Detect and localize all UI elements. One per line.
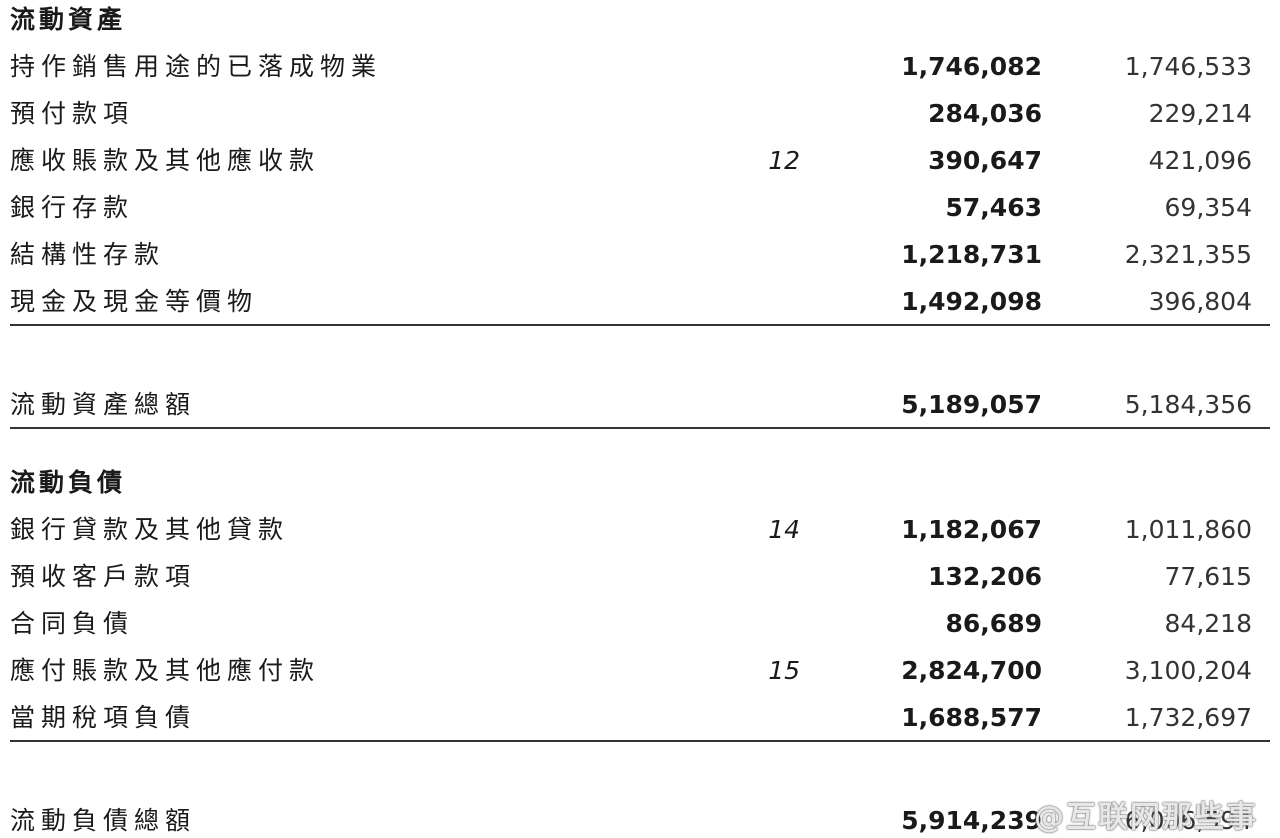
current-value: 5,914,239 — [901, 806, 1042, 835]
section-title: 流動資產 — [10, 5, 127, 34]
current-value: 1,182,067 — [901, 515, 1042, 544]
current-value: 86,689 — [945, 609, 1042, 638]
item-label: 持作銷售用途的已落成物業 — [10, 52, 383, 81]
prior-value: 69,354 — [1164, 193, 1252, 222]
item-label: 應付賬款及其他應付款 — [10, 656, 321, 685]
prior-value: 1,011,860 — [1124, 515, 1252, 544]
rule-line — [10, 740, 1270, 742]
item-label: 合同負債 — [10, 609, 135, 638]
rule-line — [10, 324, 1270, 326]
prior-value: 84,218 — [1164, 609, 1252, 638]
current-value: 1,218,731 — [901, 240, 1042, 269]
item-label: 銀行存款 — [10, 193, 135, 222]
section-title: 流動負債 — [10, 468, 127, 497]
current-value: 1,746,082 — [901, 52, 1042, 81]
item-label: 結構性存款 — [10, 240, 166, 269]
current-value: 284,036 — [928, 99, 1042, 128]
prior-value: 3,100,204 — [1124, 656, 1252, 685]
current-value: 132,206 — [928, 562, 1042, 591]
prior-value: 6,006,594 — [1124, 806, 1252, 835]
note-ref: 12 — [768, 146, 800, 175]
prior-value: 1,732,697 — [1124, 703, 1252, 732]
rule-line — [10, 427, 1270, 429]
prior-value: 1,746,533 — [1124, 52, 1252, 81]
current-value: 1,492,098 — [901, 287, 1042, 316]
total-label: 流動負債總額 — [10, 806, 197, 835]
current-value: 2,824,700 — [901, 656, 1042, 685]
total-label: 流動資產總額 — [10, 390, 197, 419]
note-ref: 14 — [768, 515, 800, 544]
item-label: 銀行貸款及其他貸款 — [10, 515, 290, 544]
item-label: 應收賬款及其他應收款 — [10, 146, 321, 175]
prior-value: 396,804 — [1148, 287, 1252, 316]
note-ref: 15 — [768, 656, 800, 685]
current-value: 57,463 — [945, 193, 1042, 222]
item-label: 當期稅項負債 — [10, 703, 197, 732]
current-value: 1,688,577 — [901, 703, 1042, 732]
item-label: 現金及現金等價物 — [10, 287, 259, 316]
current-value: 5,189,057 — [901, 390, 1042, 419]
prior-value: 2,321,355 — [1124, 240, 1252, 269]
prior-value: 77,615 — [1164, 562, 1252, 591]
prior-value: 229,214 — [1148, 99, 1252, 128]
item-label: 預收客戶款項 — [10, 562, 197, 591]
prior-value: 5,184,356 — [1124, 390, 1252, 419]
item-label: 預付款項 — [10, 99, 135, 128]
watermark: @互联网那些事 — [1034, 800, 1258, 835]
prior-value: 421,096 — [1148, 146, 1252, 175]
current-value: 390,647 — [928, 146, 1042, 175]
